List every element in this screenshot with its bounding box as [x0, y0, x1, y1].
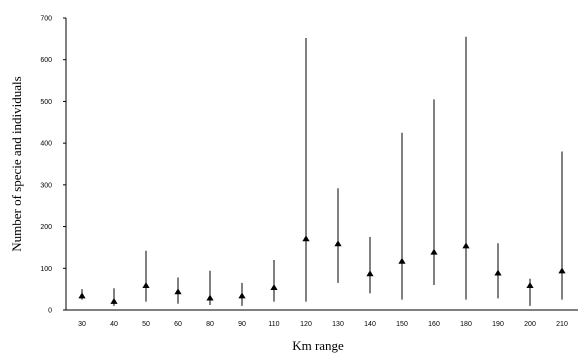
x-tick-label: 160 [428, 321, 440, 328]
data-point [270, 284, 278, 291]
x-tick-label: 50 [142, 321, 150, 328]
data-point [398, 257, 406, 264]
x-tick-label: 180 [460, 321, 472, 328]
x-tick-label: 130 [332, 321, 344, 328]
data-point [110, 297, 118, 304]
y-axis: 0 100 200 300 400 500 600 700 [40, 16, 67, 315]
x-tick-label: 90 [238, 321, 246, 328]
x-axis-title: Km range [292, 338, 344, 353]
y-tick-label: 0 [48, 308, 52, 315]
data-marks [78, 36, 566, 306]
x-tick-label: 110 [268, 321, 279, 328]
data-point [206, 294, 214, 301]
data-point [334, 240, 342, 247]
data-point [142, 281, 150, 288]
data-point [430, 248, 438, 255]
x-tick-labels: 30 40 50 60 80 90 110 120 130 140 150 160 180 190 200 2… [78, 321, 568, 328]
data-point [462, 242, 470, 249]
y-tick-label: 400 [40, 141, 52, 148]
data-point [558, 267, 566, 274]
x-tick-label: 40 [110, 321, 118, 328]
y-tick-label: 100 [40, 266, 52, 273]
data-point [366, 270, 374, 277]
x-tick-label: 60 [174, 321, 182, 328]
y-tick-label: 500 [40, 99, 52, 106]
data-point [238, 292, 246, 299]
data-point [174, 288, 182, 295]
x-axis: 30 40 50 60 80 90 110 120 130 140 150 160 180 190 200 2… [66, 309, 578, 328]
x-tick-label: 120 [300, 321, 312, 328]
x-tick-label: 210 [556, 321, 568, 328]
x-tick-label: 190 [492, 321, 504, 328]
y-tick-labels: 0 100 200 300 400 500 600 700 [40, 16, 66, 315]
x-tick-label: 80 [206, 321, 214, 328]
y-tick-label: 600 [40, 57, 52, 64]
x-tick-label: 140 [364, 321, 376, 328]
y-tick-label: 300 [40, 182, 52, 189]
y-axis-title: Number of specie and individuals [9, 76, 24, 251]
data-point [494, 269, 502, 276]
y-tick-label: 200 [40, 224, 52, 231]
y-tick-label: 700 [40, 16, 52, 23]
data-point [78, 292, 86, 299]
data-point [526, 281, 534, 288]
data-point [302, 235, 310, 242]
x-tick-label: 150 [396, 321, 408, 328]
x-tick-label: 200 [524, 321, 536, 328]
x-tick-label: 30 [78, 321, 86, 328]
